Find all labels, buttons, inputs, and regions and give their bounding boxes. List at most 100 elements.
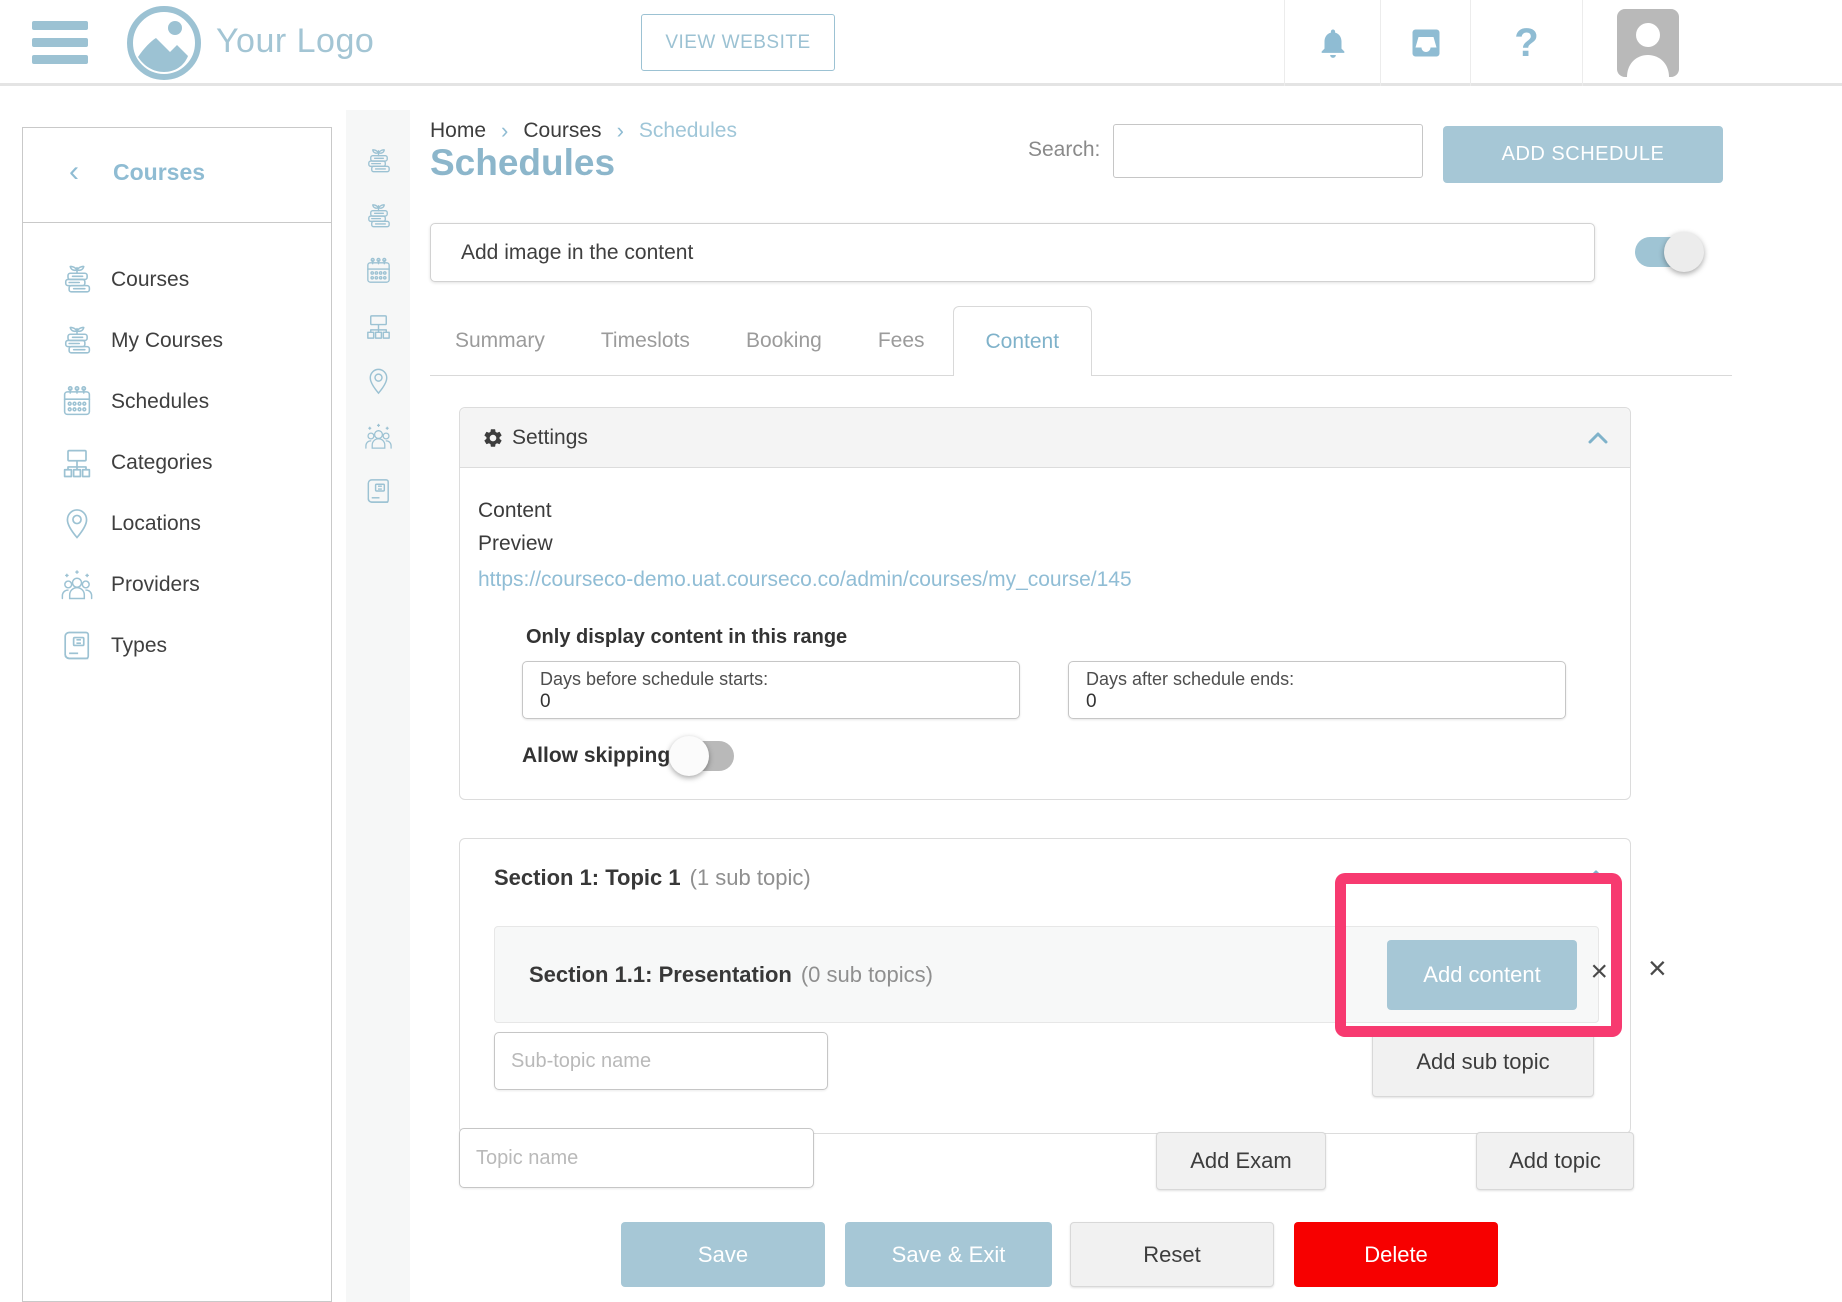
help-button[interactable]: ?	[1470, 0, 1582, 86]
sidebar-item-locations[interactable]: Locations	[23, 493, 331, 554]
menu-icon[interactable]	[32, 21, 88, 65]
subtopic-name-input[interactable]	[494, 1032, 828, 1090]
sidebar-item-types[interactable]: Types	[23, 615, 331, 676]
back-chevron-icon[interactable]: ‹	[69, 155, 79, 188]
settings-panel-header[interactable]: Settings	[460, 408, 1630, 468]
header-icon-bar: ?	[1284, 0, 1712, 86]
add-image-toggle[interactable]	[1635, 232, 1704, 272]
add-exam-button[interactable]: Add Exam	[1156, 1132, 1326, 1190]
save-exit-button[interactable]: Save & Exit	[845, 1222, 1052, 1287]
hierarchy-icon	[59, 445, 95, 481]
sidebar-item-label: Types	[111, 633, 168, 657]
notifications-button[interactable]	[1284, 0, 1380, 86]
breadcrumb-courses[interactable]: Courses	[523, 119, 602, 142]
days-after-label: Days after schedule ends:	[1086, 669, 1295, 689]
add-schedule-button[interactable]: ADD SCHEDULE	[1443, 126, 1723, 183]
sidebar-item-my-courses[interactable]: My Courses	[23, 310, 331, 371]
my-courses-icon	[59, 323, 95, 359]
reset-button[interactable]: Reset	[1070, 1222, 1274, 1287]
location-pin-icon	[59, 506, 95, 542]
search-input[interactable]	[1113, 124, 1423, 178]
tab-summary[interactable]: Summary	[455, 328, 545, 352]
toggle-knob	[1664, 232, 1704, 272]
chevron-right-icon: ›	[616, 118, 624, 143]
courses-icon	[59, 262, 95, 298]
add-image-field[interactable]: Add image in the content	[430, 223, 1595, 282]
rail-book-type-icon[interactable]	[363, 476, 394, 507]
chevron-right-icon: ›	[501, 118, 509, 143]
days-after-value: 0	[1086, 691, 1097, 712]
tab-content[interactable]: Content	[952, 306, 1093, 376]
sidebar-header[interactable]: ‹ Courses	[23, 128, 331, 223]
logo-image-icon[interactable]	[126, 5, 202, 81]
topic-name-input[interactable]	[459, 1128, 814, 1188]
preview-label: Preview	[478, 532, 553, 555]
sidebar-item-categories[interactable]: Categories	[23, 432, 331, 493]
sidebar-item-label: Providers	[111, 572, 200, 596]
sidebar-item-providers[interactable]: Providers	[23, 554, 331, 615]
rail-location-pin-icon[interactable]	[363, 366, 394, 397]
sidebar-title: Courses	[113, 159, 206, 185]
app-header: Your Logo VIEW WEBSITE ?	[0, 0, 1842, 86]
topic-title: Section 1: Topic 1	[494, 865, 681, 890]
icon-rail	[346, 110, 410, 1302]
sidebar-item-label: Categories	[111, 450, 213, 474]
inbox-button[interactable]	[1380, 0, 1470, 86]
save-button[interactable]: Save	[621, 1222, 825, 1287]
breadcrumb-home[interactable]: Home	[430, 119, 487, 142]
days-before-label: Days before schedule starts:	[540, 669, 769, 689]
collapse-chevron-icon[interactable]	[1586, 869, 1606, 883]
inbox-icon	[1408, 25, 1444, 61]
add-topic-button[interactable]: Add topic	[1476, 1132, 1634, 1190]
breadcrumb: Home › Courses › Schedules	[430, 118, 737, 144]
preview-url-link[interactable]: https://courseco-demo.uat.courseco.co/ad…	[478, 568, 1132, 591]
tab-bar: Summary Timeslots Booking Fees Content	[430, 306, 1732, 376]
help-icon: ?	[1514, 20, 1539, 65]
settings-panel: Settings Content Preview https://coursec…	[459, 407, 1631, 800]
allow-skipping-label: Allow skipping	[522, 744, 671, 767]
rail-courses-icon[interactable]	[363, 146, 394, 177]
rail-calendar-icon[interactable]	[363, 256, 394, 287]
page-title: Schedules	[430, 142, 616, 183]
delete-button[interactable]: Delete	[1294, 1222, 1498, 1287]
settings-title: Settings	[512, 425, 588, 449]
content-label: Content	[478, 499, 552, 522]
collapse-chevron-icon[interactable]	[1588, 431, 1608, 445]
rail-hierarchy-icon[interactable]	[363, 311, 394, 342]
add-sub-topic-button[interactable]: Add sub topic	[1372, 1027, 1594, 1097]
profile-button[interactable]	[1582, 0, 1712, 86]
topic-panel: Section 1: Topic 1 (1 sub topic) Section…	[459, 838, 1631, 1134]
days-after-input[interactable]: Days after schedule ends: 0	[1068, 661, 1566, 719]
sidebar-item-label: Schedules	[111, 389, 210, 413]
remove-subtopic-icon[interactable]: ×	[1590, 955, 1608, 988]
logo-text: Your Logo	[216, 22, 375, 60]
breadcrumb-current: Schedules	[638, 119, 737, 142]
allow-skipping-toggle[interactable]	[669, 736, 735, 776]
sidebar: ‹ Courses Courses My Courses Schedules C…	[22, 127, 332, 1302]
range-label: Only display content in this range	[526, 626, 848, 648]
days-before-value: 0	[540, 691, 551, 712]
topic-subtitle: (1 sub topic)	[689, 865, 811, 890]
tab-fees[interactable]: Fees	[877, 328, 925, 352]
tab-booking[interactable]: Booking	[745, 328, 822, 352]
view-website-button[interactable]: VIEW WEBSITE	[641, 14, 835, 71]
add-content-button[interactable]: Add content	[1387, 940, 1577, 1010]
remove-topic-icon[interactable]: ×	[1648, 950, 1667, 986]
rail-people-icon[interactable]	[363, 421, 394, 452]
tab-timeslots[interactable]: Timeslots	[600, 328, 690, 352]
rail-my-courses-icon[interactable]	[363, 201, 394, 232]
sidebar-item-courses[interactable]: Courses	[23, 249, 331, 310]
sidebar-item-label: Locations	[111, 511, 201, 535]
search-label: Search:	[1028, 138, 1101, 161]
bell-icon	[1316, 26, 1350, 60]
sidebar-item-label: My Courses	[111, 328, 224, 352]
subtopic-subtitle: (0 sub topics)	[800, 961, 933, 987]
calendar-icon	[59, 384, 95, 420]
gear-icon	[482, 427, 504, 449]
main-content: Home › Courses › Schedules Schedules Sea…	[430, 110, 1740, 1302]
sidebar-item-schedules[interactable]: Schedules	[23, 371, 331, 432]
avatar	[1616, 9, 1679, 77]
days-before-input[interactable]: Days before schedule starts: 0	[522, 661, 1020, 719]
subtopic-title: Section 1.1: Presentation	[529, 961, 792, 987]
book-type-icon	[59, 628, 95, 664]
